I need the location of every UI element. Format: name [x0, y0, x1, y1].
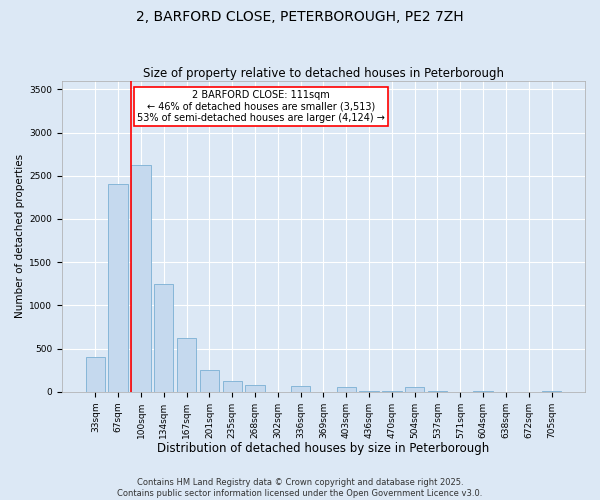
Y-axis label: Number of detached properties: Number of detached properties [15, 154, 25, 318]
Bar [200, 370, 219, 392]
Text: 2, BARFORD CLOSE, PETERBOROUGH, PE2 7ZH: 2, BARFORD CLOSE, PETERBOROUGH, PE2 7ZH [136, 10, 464, 24]
X-axis label: Distribution of detached houses by size in Peterborough: Distribution of detached houses by size … [157, 442, 490, 455]
Bar [131, 166, 151, 392]
Text: 2 BARFORD CLOSE: 111sqm
← 46% of detached houses are smaller (3,513)
53% of semi: 2 BARFORD CLOSE: 111sqm ← 46% of detache… [137, 90, 385, 123]
Title: Size of property relative to detached houses in Peterborough: Size of property relative to detached ho… [143, 66, 504, 80]
Bar [337, 388, 356, 392]
Bar [86, 357, 105, 392]
Bar [177, 338, 196, 392]
Bar [291, 386, 310, 392]
Text: Contains HM Land Registry data © Crown copyright and database right 2025.
Contai: Contains HM Land Registry data © Crown c… [118, 478, 482, 498]
Bar [245, 386, 265, 392]
Bar [154, 284, 173, 392]
Bar [405, 387, 424, 392]
Bar [223, 380, 242, 392]
Bar [359, 391, 379, 392]
Bar [109, 184, 128, 392]
